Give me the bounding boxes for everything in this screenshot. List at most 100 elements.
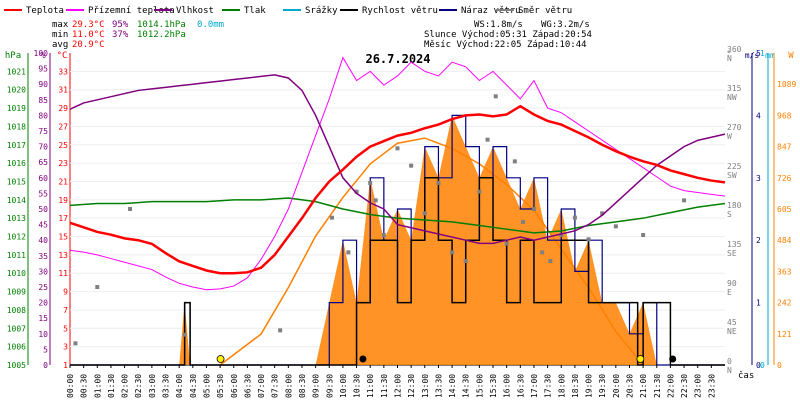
- x-tick-label: 04:00: [175, 374, 184, 398]
- y-tick-label: 1012: [7, 233, 26, 242]
- plot-area: [69, 56, 726, 366]
- y-tick-label: 1014: [7, 196, 26, 205]
- legend-label: Vlhkost: [176, 6, 214, 16]
- stat-min-label: min: [52, 30, 68, 40]
- wind-dir-point: [540, 250, 545, 255]
- x-tick-label: 20:00: [612, 374, 621, 398]
- y-tick-label: 15: [58, 233, 68, 242]
- wind-dir-point: [373, 198, 378, 203]
- x-tick-label: 05:00: [202, 374, 211, 398]
- dir-tick-deg: 360: [727, 45, 742, 54]
- solar-tick-label: 121: [777, 330, 792, 339]
- legend-label: Směr větru: [518, 6, 572, 16]
- moonrise-marker: [669, 355, 677, 363]
- y-tick-label: 27: [58, 122, 68, 131]
- wind-dir-point: [368, 181, 373, 185]
- dir-tick-name: W: [727, 132, 732, 141]
- x-tick-label: 14:00: [448, 374, 457, 398]
- wind-dir-point: [572, 215, 577, 220]
- x-tick-label: 12:00: [394, 374, 403, 398]
- dir-tick-deg: 135: [727, 240, 742, 249]
- y-tick-label: 1016: [7, 159, 26, 168]
- x-tick-label: 00:00: [66, 374, 75, 398]
- wind-dir-point: [485, 137, 490, 142]
- wind-dir-point: [395, 146, 400, 151]
- y-tick-label: 60: [38, 174, 48, 183]
- wind-dir-point: [493, 94, 498, 99]
- x-tick-label: 02:30: [134, 374, 143, 398]
- x-tick-label: 13:00: [421, 374, 430, 398]
- x-tick-label: 13:30: [434, 374, 443, 398]
- x-tick-label: 07:00: [257, 374, 266, 398]
- wind-dir-point: [354, 189, 359, 194]
- wind-dir-point: [381, 233, 386, 237]
- solar-tick-label: 0: [777, 361, 782, 370]
- wind-dir-point: [531, 207, 536, 211]
- x-tick-label: 09:00: [312, 374, 321, 398]
- legend: Teplota Přízemní teplota Vlhkost Tlak Srážky…: [4, 6, 572, 16]
- x-tick-label: 23:30: [707, 374, 716, 398]
- series-gust: [70, 114, 725, 366]
- x-tick-label: 00:30: [80, 374, 89, 398]
- y-tick-label: 25: [38, 283, 48, 292]
- wind-dir-point: [278, 328, 283, 333]
- x-tick-label: 15:00: [475, 374, 484, 398]
- legend-label: Rychlost větru: [362, 6, 438, 16]
- y-tick-label: 1017: [7, 141, 26, 150]
- x-tick-label: 05:30: [216, 374, 225, 398]
- y-tick-label: 1013: [7, 214, 26, 223]
- y-tick-label: 29: [58, 104, 68, 113]
- x-tick-label: 08:30: [298, 374, 307, 398]
- x-tick-label: 15:30: [489, 374, 498, 398]
- x-tick-label: 03:30: [162, 374, 171, 398]
- stat-ws: WS:1.8m/s: [474, 20, 523, 30]
- wind-dir-point: [409, 163, 414, 168]
- y-tick-label: 95: [38, 65, 48, 74]
- x-tick-label: 21:00: [639, 374, 648, 398]
- wind-tick-label: 3: [756, 174, 761, 183]
- x-tick-label: 14:30: [462, 374, 471, 398]
- series-pressure: [69, 197, 726, 234]
- y-tick-label: 1011: [7, 251, 26, 260]
- legend-label: Náraz větru: [461, 6, 521, 16]
- y-tick-label: 1018: [7, 122, 26, 131]
- wind-dir-point: [682, 198, 687, 203]
- y-tick-label: 1019: [7, 104, 26, 113]
- wind-dir-point: [586, 237, 591, 242]
- stat-moon: Měsíc Východ:22:05 Západ:10:44: [424, 40, 587, 50]
- stats-block: max 29.3°C 95% 1014.1hPa 0.0mm min 11.0°…: [52, 20, 592, 50]
- stat-max-label: max: [52, 20, 69, 30]
- wind-tick-label: 5: [756, 49, 761, 58]
- stat-max-temp: 29.3°C: [72, 20, 105, 30]
- stat-min-hum: 37%: [112, 30, 129, 40]
- x-tick-label: 19:30: [598, 374, 607, 398]
- wind-dir-point: [600, 211, 605, 216]
- wind-dir-point: [73, 341, 78, 346]
- x-tick-label: 10:00: [339, 374, 348, 398]
- y-tick-label: 40: [38, 236, 48, 245]
- x-tick-label: 11:30: [380, 374, 389, 398]
- y-tick-label: 1: [63, 361, 68, 370]
- stat-avg-temp: 20.9°C: [72, 40, 105, 50]
- y-tick-label: 0: [43, 361, 48, 370]
- x-tick-label: 10:30: [353, 374, 362, 398]
- y-tick-label: 1020: [7, 86, 26, 95]
- wind-dir-point: [548, 259, 553, 263]
- x-tick-label: 22:00: [666, 374, 675, 398]
- y-tick-label: 1006: [7, 343, 26, 352]
- y-tick-label: 5: [43, 345, 48, 354]
- y-tick-label: 55: [38, 189, 48, 198]
- legend-label: Tlak: [244, 6, 266, 16]
- wind-dir-point: [182, 332, 187, 337]
- x-tick-label: 06:00: [230, 374, 239, 398]
- y-tick-label: 80: [38, 111, 48, 120]
- stat-max-press: 1014.1hPa: [137, 20, 186, 30]
- stat-sun: Slunce Východ:05:31 Západ:20:54: [424, 30, 592, 40]
- dir-tick-deg: 180: [727, 201, 742, 210]
- x-tick-label: 08:00: [284, 374, 293, 398]
- series-humidity: [69, 74, 726, 245]
- dir-tick-deg: 225: [727, 162, 742, 171]
- dir-tick-name: N: [727, 54, 732, 63]
- wind-dir-point: [512, 159, 517, 164]
- x-tick-label: 17:30: [544, 374, 553, 398]
